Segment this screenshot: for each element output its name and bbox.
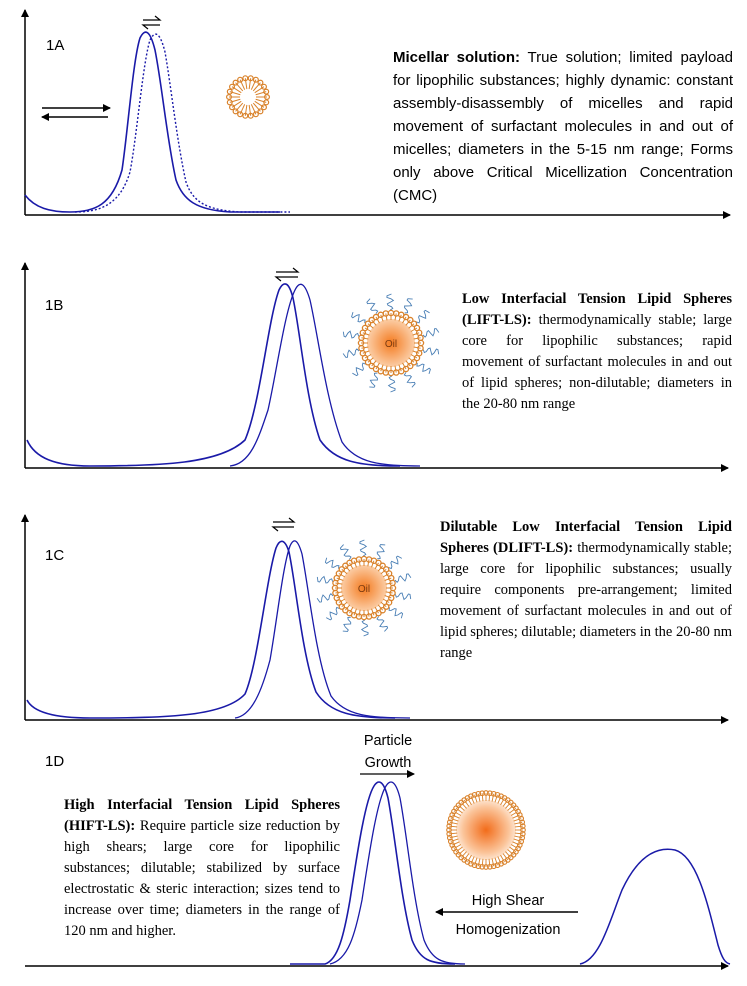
- description-title-1c: Dilutable Low Interfacial Tension Lipid …: [440, 519, 732, 556]
- equilibrium-symbol-1a: [141, 15, 162, 30]
- distribution-curve-1b-right: [229, 283, 421, 467]
- particle-growth-label-line1: Particle: [364, 733, 412, 749]
- description-1b: Low Interfacial Tension Lipid Spheres (L…: [462, 289, 732, 415]
- description-title-1d: High Interfacial Tension Lipid Spheres (…: [64, 797, 340, 834]
- distribution-curve-1d-original: [579, 848, 731, 965]
- distribution-curve-1b-left: [26, 283, 401, 467]
- distribution-curve-1c-right: [234, 540, 411, 719]
- high-shear-label-line1: High Shear: [472, 893, 545, 909]
- description-1a: Micellar solution: True solution; limite…: [393, 46, 733, 207]
- panel-1d: 1D Particle Growth High Shear Homogeniza…: [25, 733, 731, 970]
- panel-1b: 1B Oil: [21, 262, 729, 472]
- description-body-1a: True solution; limited payload for lipop…: [393, 49, 733, 204]
- equilibrium-symbol-1c: [271, 517, 296, 532]
- distribution-curve-1d-right: [329, 781, 466, 965]
- panel-1a: 1A: [21, 9, 731, 219]
- large-lipid-sphere-icon-1d: [446, 790, 526, 870]
- high-shear-label-line2: Homogenization: [456, 922, 561, 938]
- distribution-curve-1a-dotted: [74, 33, 290, 213]
- description-1d: High Interfacial Tension Lipid Spheres (…: [64, 795, 340, 942]
- description-body-1c: thermodynamically stable; large core for…: [440, 540, 732, 661]
- particle-growth-label-line2: Growth: [365, 755, 412, 771]
- description-body-1d: Require particle size reduction by high …: [64, 818, 340, 939]
- description-title-1a: Micellar solution:: [393, 49, 520, 66]
- lipid-sphere-icon-1c: Oil: [316, 539, 412, 637]
- panel-label-1a: 1A: [46, 37, 64, 54]
- equilibrium-symbol-1b: [274, 267, 300, 282]
- distribution-curve-1c-left: [26, 540, 396, 719]
- panel-label-1b: 1B: [45, 297, 63, 314]
- distribution-curve-1d-left: [290, 781, 456, 965]
- description-body-1b: thermodynamically stable; large core for…: [462, 312, 732, 412]
- panel-label-1c: 1C: [45, 547, 64, 564]
- oil-core-label: Oil: [358, 584, 370, 595]
- micelle-icon: [226, 75, 271, 119]
- panel-label-1d: 1D: [45, 753, 64, 770]
- description-1c: Dilutable Low Interfacial Tension Lipid …: [440, 517, 732, 664]
- lipid-sphere-icon-1b: Oil: [342, 293, 440, 393]
- panel-1c: 1C Oil: [21, 514, 729, 724]
- description-title-1b: Low Interfacial Tension Lipid Spheres (L…: [462, 291, 732, 328]
- oil-core-label: Oil: [385, 339, 397, 350]
- distribution-curve-1a-solid: [24, 31, 280, 213]
